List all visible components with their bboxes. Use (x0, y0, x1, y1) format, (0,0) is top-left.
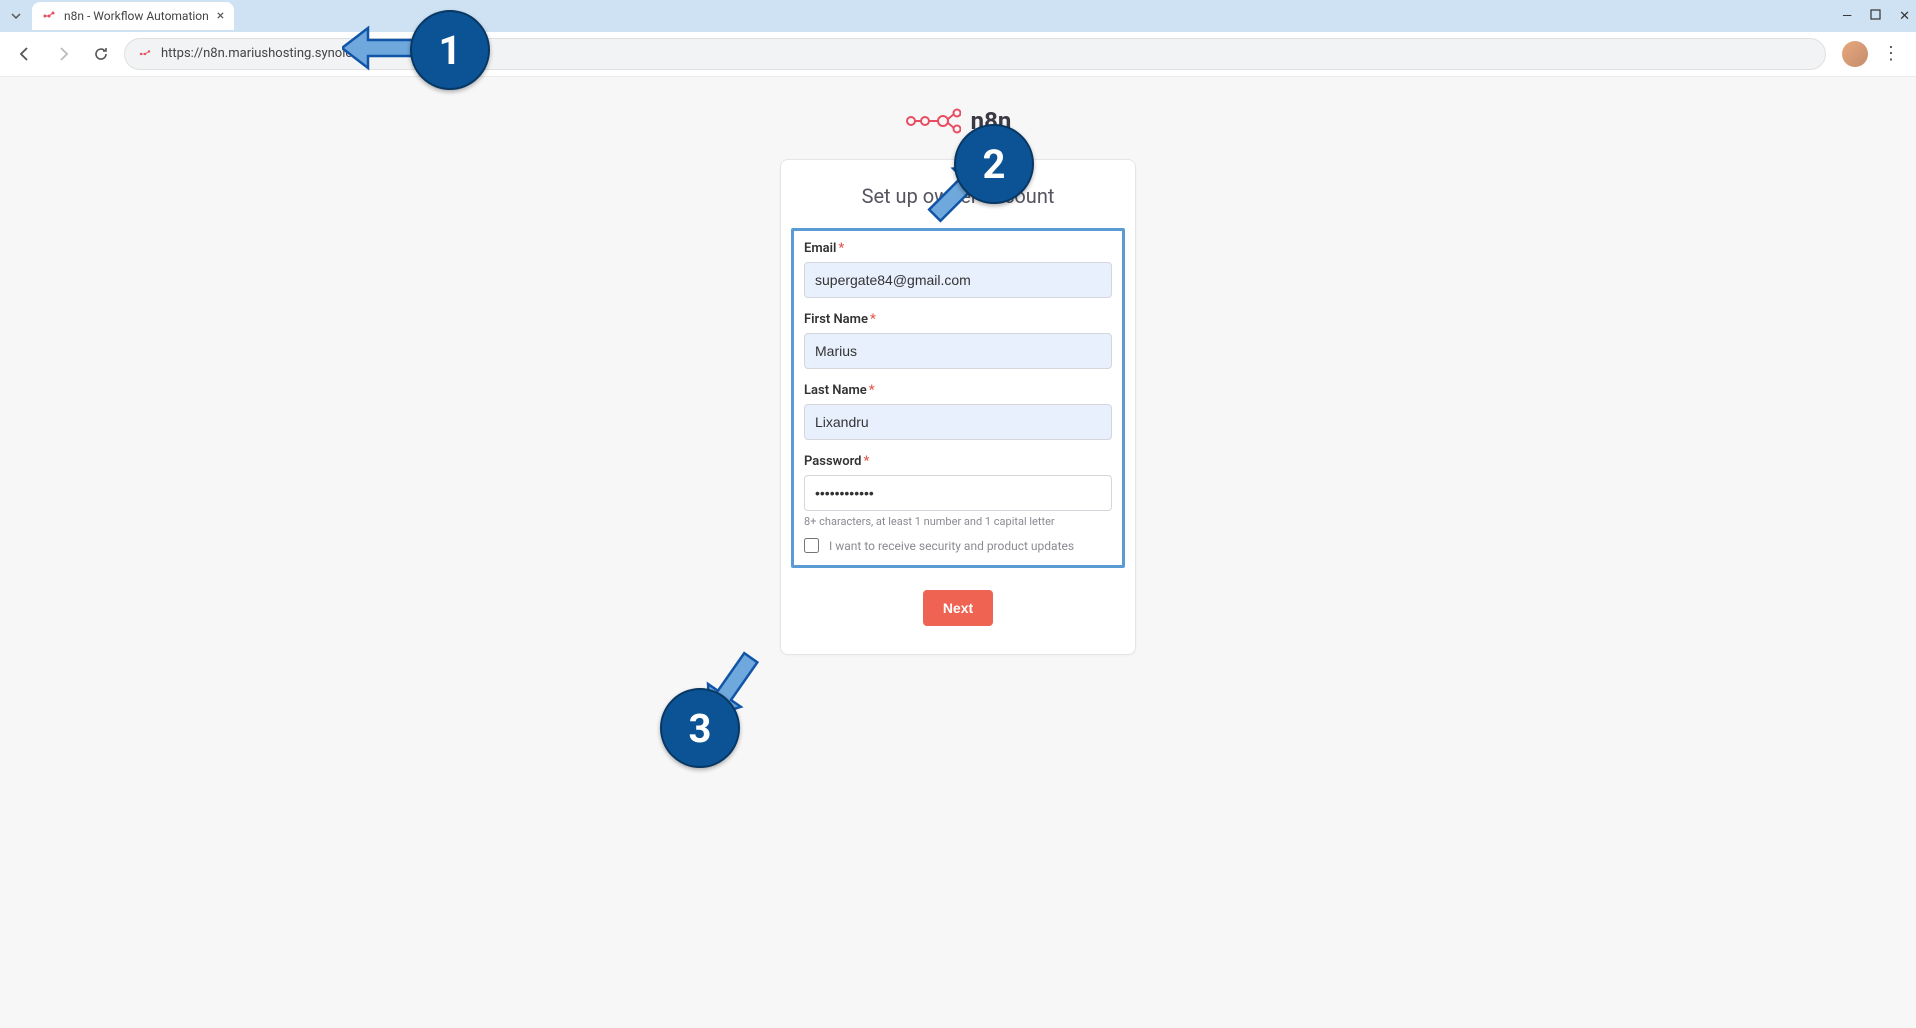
field-password: Password* (804, 454, 1112, 511)
field-firstname: First Name* (804, 312, 1112, 369)
logo-text: n8n (971, 107, 1012, 135)
updates-checkbox-row: I want to receive security and product u… (804, 538, 1112, 553)
site-info-icon[interactable] (137, 46, 153, 62)
field-email: Email* (804, 241, 1112, 298)
updates-checkbox[interactable] (804, 538, 819, 553)
forward-button[interactable] (48, 39, 78, 69)
setup-card: Set up owner account Email* First Name* … (780, 159, 1136, 655)
browser-menu-icon[interactable]: ⋮ (1876, 39, 1906, 69)
window-maximize-icon[interactable] (1870, 9, 1881, 24)
tab-search-dropdown[interactable] (4, 4, 28, 28)
form-highlight-region: Email* First Name* Last Name* Password* (791, 228, 1125, 568)
required-mark: * (870, 312, 876, 327)
password-label: Password* (804, 454, 1112, 469)
tab-close-icon[interactable]: × (217, 8, 224, 24)
required-mark: * (869, 383, 875, 398)
window-close-icon[interactable]: ✕ (1899, 9, 1910, 24)
tab-title: n8n - Workflow Automation (64, 9, 209, 23)
window-controls: — ✕ (1842, 0, 1910, 32)
firstname-label: First Name* (804, 312, 1112, 327)
email-label: Email* (804, 241, 1112, 256)
browser-tab[interactable]: n8n - Workflow Automation × (32, 2, 234, 30)
back-button[interactable] (10, 39, 40, 69)
n8n-logo-icon (905, 107, 961, 135)
app-logo: n8n (905, 107, 1012, 135)
browser-titlebar: n8n - Workflow Automation × — ✕ (0, 0, 1916, 32)
lastname-input[interactable] (804, 404, 1112, 440)
firstname-input[interactable] (804, 333, 1112, 369)
password-input[interactable] (804, 475, 1112, 511)
url-text: https://n8n.mariushosting.synology.me (161, 46, 1813, 61)
tab-favicon (42, 9, 56, 23)
required-mark: * (838, 241, 844, 256)
lastname-label: Last Name* (804, 383, 1112, 398)
reload-button[interactable] (86, 39, 116, 69)
required-mark: * (863, 454, 869, 469)
address-bar[interactable]: https://n8n.mariushosting.synology.me (124, 38, 1826, 70)
browser-toolbar: https://n8n.mariushosting.synology.me ⋮ (0, 32, 1916, 76)
email-input[interactable] (804, 262, 1112, 298)
updates-label: I want to receive security and product u… (829, 539, 1074, 553)
next-button[interactable]: Next (923, 590, 993, 626)
password-hint: 8+ characters, at least 1 number and 1 c… (804, 515, 1112, 528)
field-lastname: Last Name* (804, 383, 1112, 440)
card-title: Set up owner account (801, 184, 1115, 208)
window-minimize-icon[interactable]: — (1842, 9, 1852, 24)
page-content: n8n Set up owner account Email* First Na… (0, 76, 1916, 1028)
profile-avatar[interactable] (1842, 41, 1868, 67)
